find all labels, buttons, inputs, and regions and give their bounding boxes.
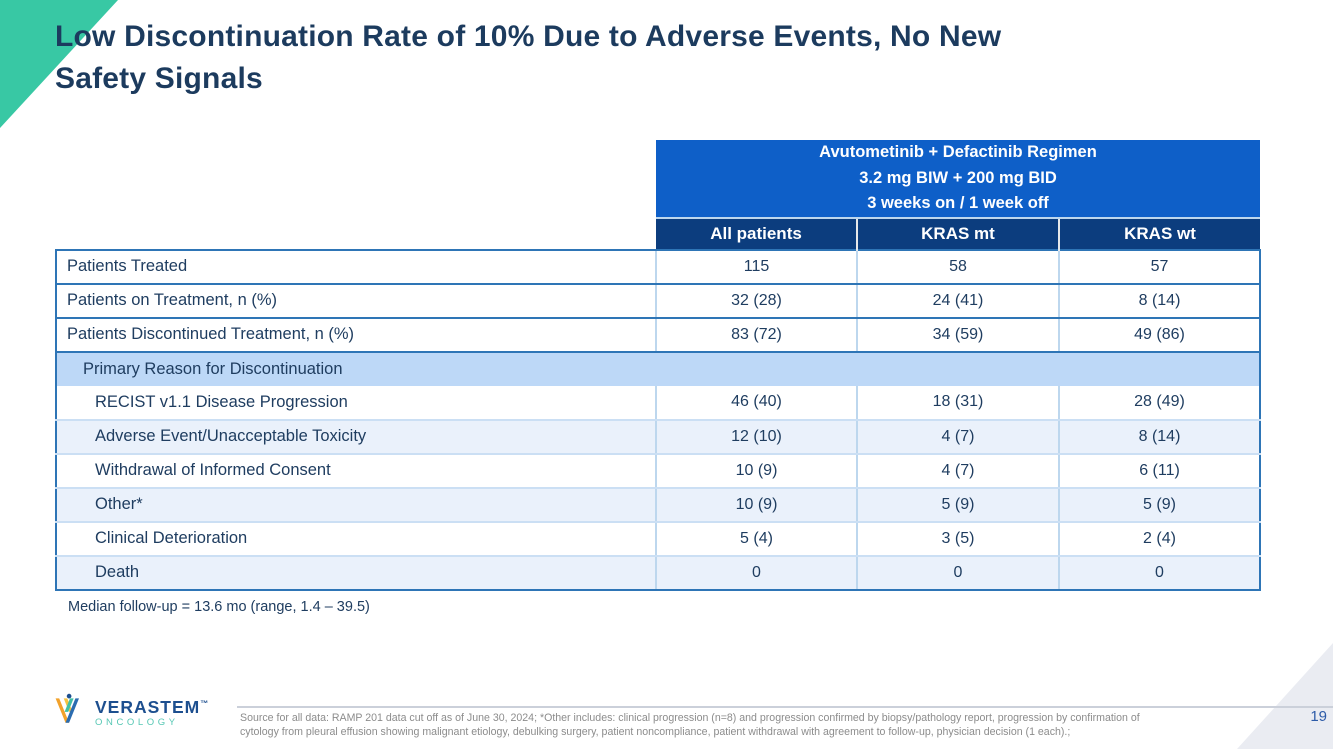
header-spacer bbox=[56, 217, 656, 250]
row-label: Other* bbox=[55, 487, 656, 523]
cell-value: 4 (7) bbox=[856, 419, 1059, 455]
table-row: Withdrawal of Informed Consent 10 (9) 4 (7… bbox=[55, 453, 1261, 489]
logo-sub-name: ONCOLOGY bbox=[95, 716, 179, 728]
page-title-line1: Low Discontinuation Rate of 10% Due to A… bbox=[55, 20, 1002, 53]
cell-value: 8 (14) bbox=[1058, 419, 1261, 455]
table-row: Patients Discontinued Treatment, n (%) 83… bbox=[55, 317, 1261, 353]
regimen-line1: Avutometinib + Defactinib Regimen bbox=[819, 143, 1097, 161]
cell-value: 115 bbox=[655, 248, 857, 285]
table-row: Adverse Event/Unacceptable Toxicity 12 (1… bbox=[55, 419, 1261, 455]
footer-divider-line bbox=[237, 706, 1333, 708]
trademark-symbol: ™ bbox=[200, 699, 210, 709]
cell-value: 4 (7) bbox=[856, 453, 1059, 489]
row-label: Adverse Event/Unacceptable Toxicity bbox=[55, 419, 656, 455]
cell-value: 58 bbox=[856, 248, 1059, 285]
regimen-header-cell: Avutometinib + Defactinib Regimen 3.2 mg… bbox=[656, 140, 1260, 219]
median-followup-note: Median follow-up = 13.6 mo (range, 1.4 –… bbox=[68, 599, 370, 615]
page-number: 19 bbox=[1310, 708, 1327, 725]
row-label: Patients Discontinued Treatment, n (%) bbox=[55, 317, 656, 353]
regimen-header-row: Avutometinib + Defactinib Regimen 3.2 mg… bbox=[56, 140, 1260, 219]
cell-value: 10 (9) bbox=[655, 453, 857, 489]
section-row-label: Primary Reason for Discontinuation bbox=[55, 351, 1261, 386]
column-header-kras-wt: KRAS wt bbox=[1058, 217, 1260, 250]
row-label: Patients Treated bbox=[55, 248, 656, 285]
regimen-line3: 3 weeks on / 1 week off bbox=[867, 194, 1049, 213]
regimen-line2: 3.2 mg BIW + 200 mg BID bbox=[859, 168, 1057, 187]
gray-corner-accent bbox=[1237, 643, 1333, 749]
cell-value: 6 (11) bbox=[1058, 453, 1261, 489]
cell-value: 2 (4) bbox=[1058, 521, 1261, 557]
table-row: Patients Treated 115 58 57 bbox=[55, 248, 1261, 285]
table-row: Primary Reason for Discontinuation bbox=[55, 351, 1261, 386]
page-title-line2: Safety Signals bbox=[55, 62, 263, 95]
cell-value: 0 bbox=[856, 555, 1059, 591]
cell-value: 12 (10) bbox=[655, 419, 857, 455]
cell-value: 8 (14) bbox=[1058, 283, 1261, 319]
cell-value: 18 (31) bbox=[856, 385, 1059, 421]
source-footnote-line1: Source for all data: RAMP 201 data cut o… bbox=[240, 712, 1140, 724]
table-body: Patients Treated 115 58 57 Patients on Treat… bbox=[55, 248, 1261, 591]
logo-brand-name: VERASTEM™ bbox=[95, 697, 210, 718]
cell-value: 5 (4) bbox=[655, 521, 857, 557]
table-row: Clinical Deterioration 5 (4) 3 (5) 2 (4) bbox=[55, 521, 1261, 557]
cell-value: 49 (86) bbox=[1058, 317, 1261, 353]
table-row: Other* 10 (9) 5 (9) 5 (9) bbox=[55, 487, 1261, 523]
table-row: RECIST v1.1 Disease Progression 46 (40) 18… bbox=[55, 385, 1261, 421]
source-footnote: Source for all data: RAMP 201 data cut o… bbox=[240, 712, 1250, 740]
row-label: Death bbox=[55, 555, 656, 591]
table-row: Death 0 0 0 bbox=[55, 555, 1261, 591]
column-header-kras-mt: KRAS mt bbox=[856, 217, 1059, 250]
cell-value: 5 (9) bbox=[1058, 487, 1261, 523]
page-title: Low Discontinuation Rate of 10% Due to A… bbox=[55, 16, 1235, 100]
column-header-row: All patients KRAS mt KRAS wt bbox=[56, 217, 1260, 250]
cell-value: 32 (28) bbox=[655, 283, 857, 319]
verastem-logo-text: VERASTEM™ ONCOLOGY bbox=[95, 698, 209, 729]
verastem-logo-icon bbox=[52, 692, 88, 735]
row-label: Withdrawal of Informed Consent bbox=[55, 453, 656, 489]
cell-value: 3 (5) bbox=[856, 521, 1059, 557]
cell-value: 83 (72) bbox=[655, 317, 857, 353]
verastem-logo: VERASTEM™ ONCOLOGY bbox=[52, 692, 209, 735]
table-row: Patients on Treatment, n (%) 32 (28) 24 (4… bbox=[55, 283, 1261, 319]
row-label: Clinical Deterioration bbox=[55, 521, 656, 557]
header-spacer bbox=[56, 140, 656, 218]
cell-value: 24 (41) bbox=[856, 283, 1059, 319]
cell-value: 10 (9) bbox=[655, 487, 857, 523]
cell-value: 28 (49) bbox=[1058, 385, 1261, 421]
cell-value: 34 (59) bbox=[856, 317, 1059, 353]
source-footnote-line2: cytology from pleural effusion showing m… bbox=[240, 725, 1071, 738]
cell-value: 46 (40) bbox=[655, 385, 857, 421]
cell-value: 5 (9) bbox=[856, 487, 1059, 523]
row-label: Patients on Treatment, n (%) bbox=[55, 283, 656, 319]
cell-value: 57 bbox=[1058, 248, 1261, 285]
cell-value: 0 bbox=[655, 555, 857, 591]
cell-value: 0 bbox=[1058, 555, 1261, 591]
discontinuation-table-wrap: Avutometinib + Defactinib Regimen 3.2 mg… bbox=[55, 140, 1261, 591]
discontinuation-table: Avutometinib + Defactinib Regimen 3.2 mg… bbox=[55, 140, 1261, 591]
column-header-all-patients: All patients bbox=[656, 217, 857, 250]
row-label: RECIST v1.1 Disease Progression bbox=[55, 385, 656, 421]
